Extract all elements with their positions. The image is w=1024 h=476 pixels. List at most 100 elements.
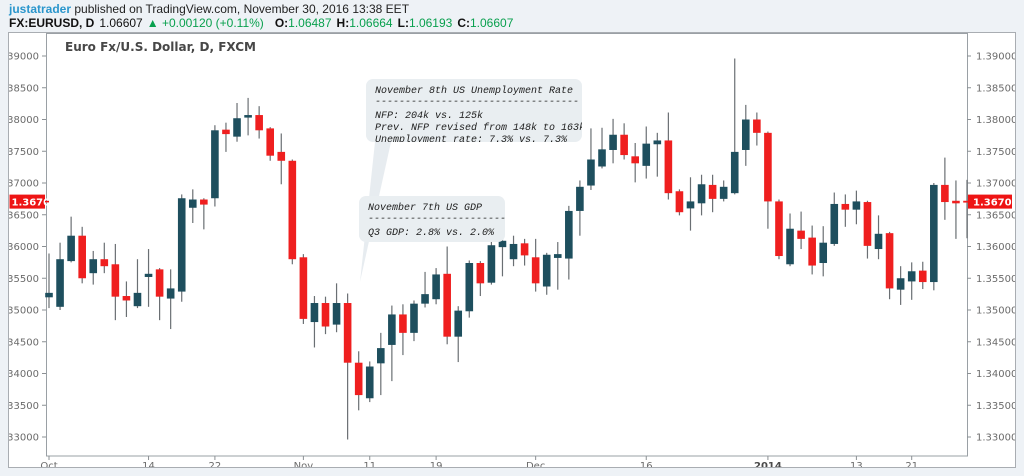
- candle-body: [609, 134, 617, 150]
- candle-body: [885, 233, 894, 289]
- low-value: 1.06193: [408, 16, 453, 30]
- candle-body: [952, 200, 960, 204]
- callout-unemployment[interactable]: November 8th US Unemployment Rate ------…: [366, 79, 582, 142]
- candle-body: [133, 292, 142, 307]
- y-axis-label-left: 1.34500: [9, 337, 39, 348]
- candle-body: [819, 242, 828, 264]
- y-axis-label-left: 1.34000: [9, 369, 39, 380]
- last-price: 1.06607: [99, 16, 143, 30]
- y-axis-label-right: 1.36000: [976, 242, 1015, 253]
- callout-gdp[interactable]: November 7th US GDP --------------------…: [359, 196, 505, 242]
- x-axis-label: Nov: [294, 461, 314, 467]
- y-axis-label-right: 1.34000: [976, 369, 1015, 380]
- candle-body: [874, 233, 883, 250]
- current-price-label-right-bg: [968, 194, 1012, 209]
- candle-body: [155, 269, 164, 297]
- candle-body: [454, 310, 463, 337]
- candle-body: [343, 303, 352, 363]
- candle-body: [277, 151, 286, 161]
- candle-body: [365, 366, 374, 399]
- y-axis-label-right: 1.38000: [976, 115, 1015, 126]
- published-text: published on TradingView.com, November 3…: [71, 2, 410, 16]
- callout-title: November 8th US Unemployment Rate: [375, 86, 574, 97]
- y-axis-label-left: 1.38500: [9, 83, 39, 94]
- candle-body: [487, 245, 496, 283]
- candle-body: [565, 210, 573, 259]
- candle-body: [841, 203, 850, 210]
- candle-body: [399, 314, 407, 333]
- candle-body: [730, 151, 739, 194]
- candle-body: [244, 115, 252, 118]
- candle-body: [288, 160, 297, 260]
- y-axis-label-right: 1.33000: [976, 433, 1015, 444]
- callout-line: Unemployment rate: 7.3% vs. 7.3%: [375, 135, 568, 142]
- y-axis-label-right: 1.37500: [976, 147, 1015, 158]
- candle-body: [797, 230, 805, 239]
- y-axis-label-left: 1.39000: [9, 52, 39, 63]
- candle-body: [741, 119, 750, 150]
- candle-body: [553, 254, 562, 258]
- symbol-name[interactable]: FX:EURUSD, D: [9, 16, 95, 30]
- candle-body: [775, 201, 783, 257]
- candle-body: [941, 184, 949, 203]
- x-axis-label: 22: [209, 461, 222, 467]
- candle-body: [233, 118, 241, 137]
- candle-body: [100, 259, 109, 267]
- candle-body: [432, 274, 440, 300]
- y-axis-label-right: 1.38500: [976, 83, 1015, 94]
- x-axis-label: 11: [363, 461, 376, 467]
- candle-body: [896, 278, 905, 290]
- close-value: 1.06607: [470, 16, 514, 30]
- candle-body: [266, 128, 275, 156]
- candle-body: [620, 134, 628, 156]
- candle-body: [918, 270, 927, 283]
- symbol-status-line: FX:EURUSD, D 1.06607 ▲ +0.00120 (+0.11%) O:…: [9, 16, 513, 30]
- candle-body: [443, 273, 451, 337]
- current-price-label-left: 1.36707: [12, 198, 58, 209]
- candle-body: [907, 271, 916, 282]
- candle-body: [719, 186, 728, 199]
- candle-body: [388, 314, 396, 345]
- candle-body: [166, 288, 175, 299]
- y-axis-label-right: 1.37000: [976, 179, 1015, 190]
- x-axis-label: Dec: [526, 461, 545, 467]
- low-label: L:: [397, 16, 409, 30]
- candle-body: [45, 292, 53, 298]
- candle-body: [863, 202, 872, 246]
- x-axis-label: Oct: [40, 461, 57, 467]
- publish-info-line: justatrader published on TradingView.com…: [9, 2, 409, 16]
- candle-body: [520, 243, 529, 256]
- y-axis-label-left: 1.33000: [9, 433, 39, 444]
- candle-body: [211, 130, 219, 199]
- y-axis-label-right: 1.35500: [976, 274, 1015, 285]
- candle-body: [963, 200, 971, 203]
- candle-body: [664, 140, 673, 194]
- candle-body: [144, 273, 153, 277]
- candle-body: [299, 257, 308, 319]
- candle-body: [930, 184, 938, 283]
- candle-body: [653, 140, 662, 145]
- candle-body: [531, 257, 540, 284]
- callout-line: NFP: 204k vs. 125k: [375, 111, 484, 122]
- x-axis-label: 16: [640, 461, 653, 467]
- candle-body: [188, 199, 197, 208]
- x-axis-label: 2014: [754, 461, 782, 467]
- username-link[interactable]: justatrader: [9, 2, 72, 16]
- y-axis-label-left: 1.37000: [9, 179, 39, 190]
- y-axis-label-right: 1.35000: [976, 306, 1015, 317]
- y-axis-label-right: 1.34500: [976, 337, 1015, 348]
- candle-body: [332, 303, 341, 325]
- candle-body: [576, 186, 584, 211]
- y-axis-label-right: 1.36500: [976, 210, 1015, 221]
- candle-body: [675, 191, 684, 213]
- candle-body: [808, 237, 816, 266]
- y-axis-label-right: 1.39000: [976, 52, 1015, 63]
- candle-body: [111, 264, 120, 297]
- candle-body: [89, 259, 98, 274]
- candlestick-chart[interactable]: 1.39000 1.39000 1.38500 1.38500 1.38000 1.380…: [9, 33, 1015, 467]
- candle-body: [78, 235, 86, 279]
- current-price-label-right: 1.36707: [973, 198, 1015, 209]
- x-axis-label: 14: [142, 461, 155, 467]
- chart-container[interactable]: 1.39000 1.39000 1.38500 1.38500 1.38000 1.380…: [8, 32, 1016, 468]
